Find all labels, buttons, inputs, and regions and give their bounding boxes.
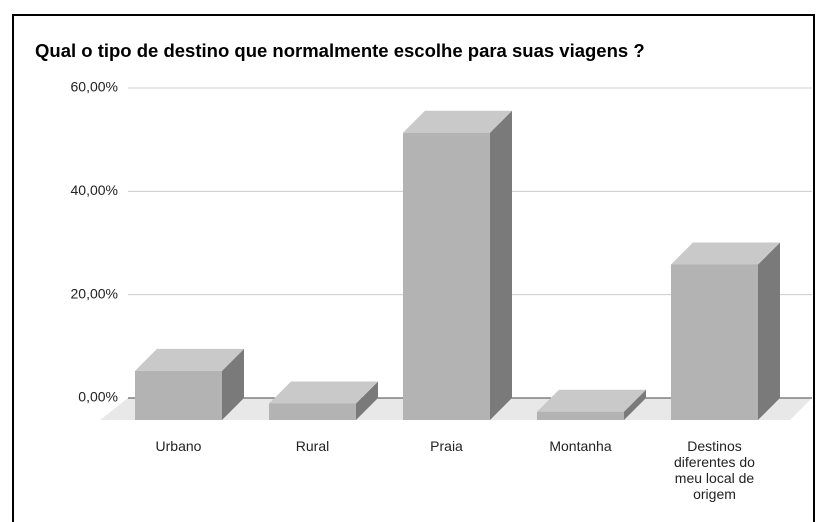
bar-side [222, 348, 244, 420]
frame [12, 14, 815, 522]
x-tick-label: Destinos diferentes do meu local de orig… [674, 438, 755, 502]
bar-top [269, 381, 378, 404]
bar-top [403, 110, 512, 133]
x-tick-label: Montanha [549, 438, 612, 454]
chart-title: Qual o tipo de destino que normalmente e… [35, 40, 645, 61]
bar-top [537, 389, 646, 412]
bar-front [537, 411, 624, 420]
x-tick-label: Urbano [155, 438, 202, 454]
bar-front [269, 403, 356, 420]
bar-top [671, 242, 780, 265]
y-tick-label: 20,00% [71, 285, 118, 301]
bar-side [624, 389, 646, 420]
bar [671, 242, 780, 420]
bar-side [758, 242, 780, 420]
bar [269, 381, 378, 420]
bar [135, 348, 244, 420]
x-tick-label: Praia [430, 438, 463, 454]
bar-front [135, 370, 222, 420]
y-tick-label: 60,00% [71, 79, 118, 95]
bar-side [490, 110, 512, 420]
bar-front [671, 264, 758, 420]
x-tick-label: Rural [295, 438, 330, 454]
bar-side [356, 381, 378, 420]
bar-top [135, 348, 244, 371]
y-tick-label: 40,00% [71, 182, 118, 198]
bar [537, 389, 646, 420]
bar-front [403, 132, 490, 420]
y-tick-label: 0,00% [78, 389, 118, 405]
bar [403, 110, 512, 420]
